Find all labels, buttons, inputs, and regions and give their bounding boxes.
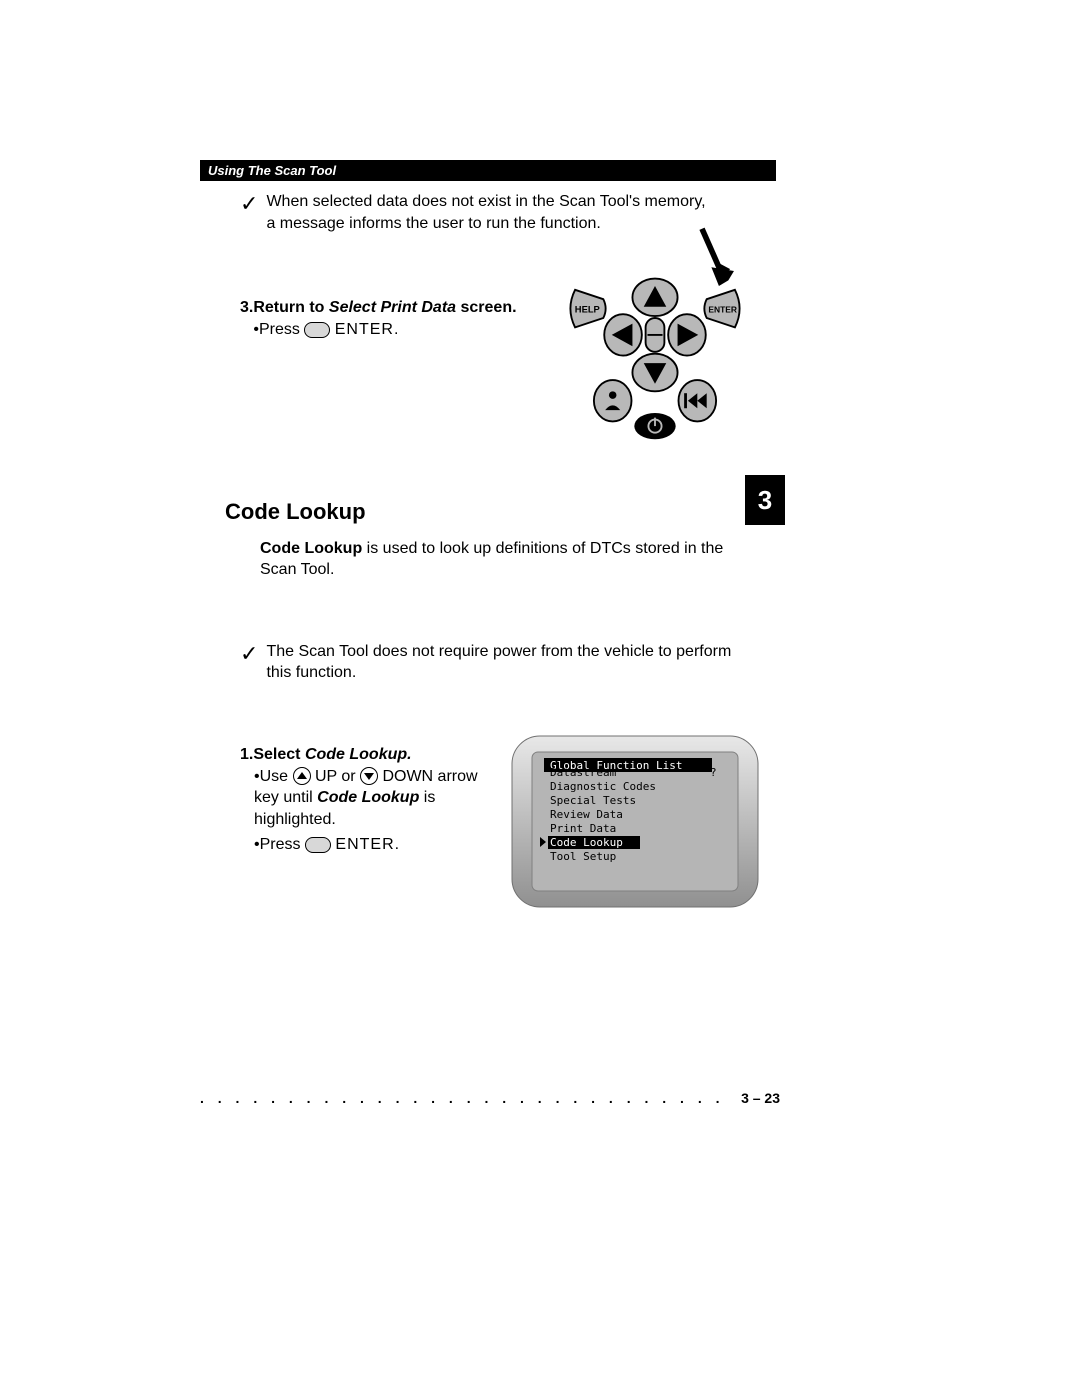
scroll-pad[interactable]	[646, 318, 665, 352]
up-arrow-button[interactable]	[632, 279, 677, 317]
svg-text:HELP: HELP	[575, 304, 600, 315]
step-1-bullet-1: •Use UP or DOWN arrow key until Code Loo…	[254, 766, 500, 831]
screen-menu-item: Diagnostic Codes	[550, 780, 656, 793]
step-1-title: 1.Select Code Lookup.	[240, 744, 500, 766]
down-arrow-icon	[360, 767, 378, 785]
checkmark-icon: ✓	[240, 643, 258, 665]
section-marker: 3	[745, 475, 785, 525]
footer: . . . . . . . . . . . . . . . . . . . . …	[200, 1090, 780, 1106]
rewind-button[interactable]	[679, 380, 717, 421]
step-3-bullet: •Press ENTER.	[240, 321, 570, 339]
footer-dots: . . . . . . . . . . . . . . . . . . . . …	[200, 1090, 733, 1106]
checkmark-icon: ✓	[240, 193, 258, 215]
scan-tool-screen: Global Function ListDatastream?Diagnosti…	[510, 734, 760, 909]
step-3-block: 3.Return to Select Print Data screen. •P…	[240, 299, 780, 459]
step-1-block: 1.Select Code Lookup. •Use UP or DOWN ar…	[240, 744, 780, 909]
pointer-arrow-icon	[702, 229, 734, 286]
note-2-text: The Scan Tool does not require power fro…	[266, 641, 756, 684]
section-intro: Code Lookup is used to look up definitio…	[260, 539, 750, 581]
svg-text:ENTER: ENTER	[708, 305, 737, 315]
down-arrow-button[interactable]	[632, 354, 677, 392]
enter-key-icon	[305, 837, 331, 853]
note-2-row: ✓ The Scan Tool does not require power f…	[240, 641, 780, 684]
right-arrow-button[interactable]	[668, 314, 706, 355]
screen-menu-item: Review Data	[550, 808, 623, 821]
enter-button[interactable]: ENTER	[704, 290, 739, 328]
header-title: Using The Scan Tool	[208, 163, 336, 178]
left-arrow-button[interactable]	[604, 314, 642, 355]
screen-menu-item: Print Data	[550, 822, 616, 835]
step-1-bullet-2: •Press ENTER.	[254, 834, 500, 856]
screen-menu-item: Special Tests	[550, 794, 636, 807]
user-button[interactable]	[594, 380, 632, 421]
up-arrow-icon	[293, 767, 311, 785]
section-title: Code Lookup	[225, 499, 780, 525]
screen-menu-item: Tool Setup	[550, 850, 616, 863]
screen-menu-item: Code Lookup	[550, 836, 623, 849]
enter-key-icon	[304, 322, 330, 338]
step-3-title: 3.Return to Select Print Data screen.	[240, 299, 570, 317]
power-button[interactable]	[634, 413, 675, 439]
keypad-diagram: HELP ENTER	[560, 224, 750, 459]
help-button[interactable]: HELP	[570, 290, 605, 328]
header-bar: Using The Scan Tool	[200, 160, 776, 181]
page-number: 3 – 23	[741, 1090, 780, 1106]
help-marker: ?	[710, 766, 717, 779]
screen-menu-item: Datastream	[550, 766, 617, 779]
